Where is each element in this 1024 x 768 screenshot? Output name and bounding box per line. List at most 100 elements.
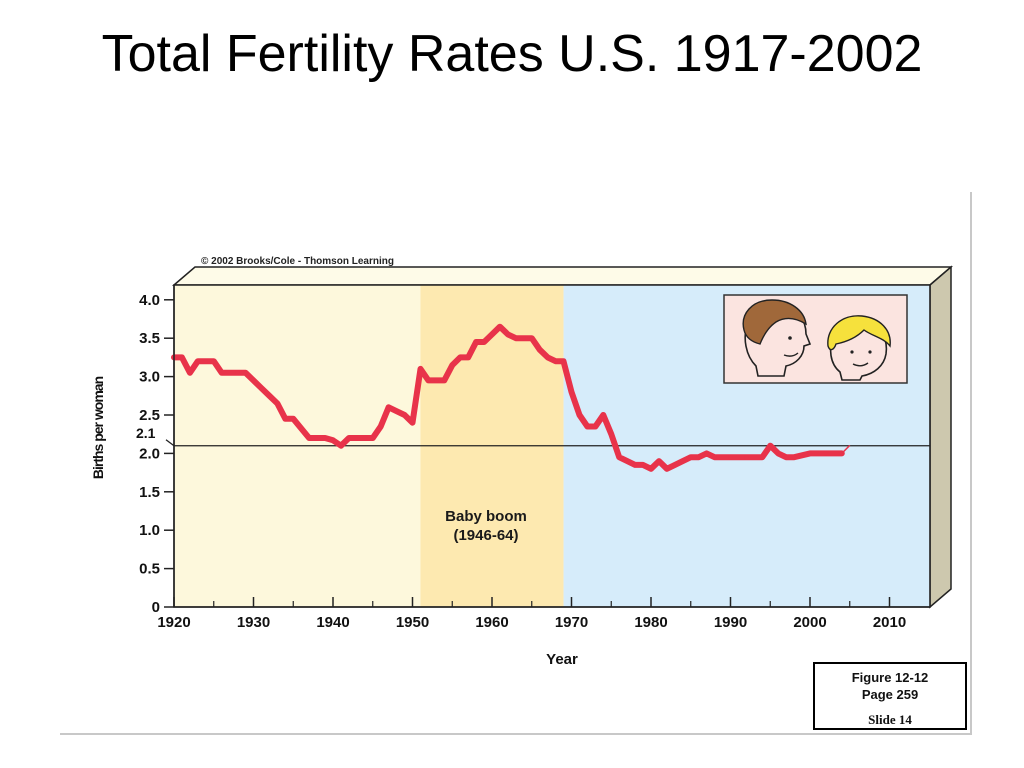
fertility-data-point	[481, 339, 487, 345]
x-tick-label: 2000	[793, 614, 826, 631]
x-tick-label: 1980	[634, 614, 667, 631]
y-tick-label: 2.5	[139, 407, 160, 424]
fertility-data-point	[553, 359, 558, 364]
fertility-data-point	[744, 455, 749, 460]
fertility-data-point	[823, 451, 829, 456]
fertility-data-point	[434, 378, 439, 383]
slide-number: Slide 14	[868, 712, 912, 727]
y-tick-label: 4.0	[139, 292, 160, 309]
replacement-level-leader	[165, 439, 175, 447]
chart-frame-top-face	[171, 266, 954, 286]
fertility-data-point	[712, 455, 717, 460]
fertility-data-point	[187, 370, 193, 375]
fertility-data-point	[577, 412, 582, 418]
page-number: Page 259	[861, 687, 919, 702]
fertility-data-point	[450, 362, 455, 368]
y-tick-label: 1.0	[139, 522, 160, 539]
fertility-data-point	[656, 458, 662, 464]
fertility-data-point	[203, 359, 208, 364]
fertility-data-point	[386, 405, 391, 410]
y-tick-label: 3.0	[139, 369, 160, 386]
y-tick-label: 0.5	[139, 561, 160, 578]
x-tick-label: 1930	[237, 614, 270, 631]
fertility-data-point	[394, 408, 399, 414]
boy-face-icon	[742, 299, 812, 377]
fertility-data-point	[473, 339, 479, 345]
x-tick-label: 1940	[316, 614, 349, 631]
fertility-data-point	[195, 359, 201, 364]
y-axis-label: Births per woman	[90, 376, 106, 479]
fertility-data-point	[346, 435, 352, 441]
fertility-data-point	[791, 455, 797, 460]
series-end-tick	[841, 444, 851, 454]
fertility-data-point	[322, 435, 328, 441]
x-tick-label: 1990	[714, 614, 747, 631]
fertility-data-point	[632, 462, 638, 468]
figure-number: Figure 12-12	[851, 670, 929, 685]
fertility-data-point	[497, 324, 503, 329]
fertility-data-point	[458, 355, 463, 360]
fertility-data-point	[362, 435, 367, 441]
baby-boom-label-line-1: Baby boom	[445, 508, 527, 525]
fertility-data-point	[521, 336, 526, 341]
fertility-data-point	[442, 378, 447, 383]
x-tick-label: 1920	[157, 614, 190, 631]
fertility-data-point	[672, 462, 678, 468]
fertility-data-point	[760, 455, 765, 460]
fertility-data-point	[378, 424, 383, 429]
x-axis-label: Year	[546, 651, 578, 668]
fertility-data-point	[179, 355, 185, 360]
fertility-data-point	[338, 443, 344, 448]
x-tick-label: 2010	[873, 614, 906, 631]
fertility-data-point	[545, 355, 550, 360]
figure-caption-box: Figure 12-12 Page 259 Slide 14	[813, 662, 967, 730]
fertility-data-point	[219, 370, 224, 375]
fertility-data-point	[768, 443, 773, 448]
fertility-data-point	[585, 424, 590, 429]
family-faces-illustration	[723, 294, 908, 384]
fertility-data-point	[211, 359, 216, 364]
y-tick-label: 3.5	[139, 330, 160, 347]
fertility-data-point	[465, 355, 471, 360]
fertility-data-point	[704, 451, 709, 456]
fertility-data-point	[267, 393, 272, 398]
fertility-data-point	[807, 451, 813, 456]
fertility-data-point	[426, 378, 431, 383]
fertility-data-point	[561, 359, 566, 364]
fertility-data-point	[418, 366, 423, 372]
x-tick-label: 1950	[396, 614, 429, 631]
fertility-data-point	[489, 332, 495, 337]
fertility-data-point	[617, 455, 622, 460]
fertility-data-point	[243, 370, 248, 375]
fertility-data-point	[410, 420, 415, 425]
x-tick-label: 1970	[555, 614, 588, 631]
reference-line-label: 2.1	[136, 425, 156, 441]
y-tick-label: 1.5	[139, 484, 160, 501]
girl-face-icon	[827, 315, 891, 381]
fertility-data-point	[609, 432, 614, 437]
frame-right-border	[970, 192, 972, 734]
fertility-data-point	[370, 435, 375, 441]
fertility-data-point	[306, 435, 312, 441]
fertility-data-point	[640, 462, 646, 468]
fertility-data-point	[601, 412, 606, 418]
fertility-data-point	[505, 332, 511, 337]
fertility-data-point	[624, 458, 630, 464]
fertility-data-point	[648, 466, 654, 471]
fertility-data-point	[513, 336, 519, 341]
fertility-data-point	[776, 451, 781, 456]
fertility-data-point	[275, 401, 280, 406]
fertility-data-point	[235, 370, 240, 375]
fertility-data-point	[696, 455, 701, 460]
fertility-data-point	[688, 455, 693, 460]
fertility-data-point	[728, 455, 733, 460]
fertility-data-point	[291, 416, 296, 422]
y-tick-label: 0	[152, 599, 160, 616]
x-tick-label: 1960	[475, 614, 508, 631]
fertility-data-point	[664, 466, 670, 471]
slide-title: Total Fertility Rates U.S. 1917-2002	[101, 25, 923, 83]
fertility-data-point	[783, 455, 789, 460]
fertility-data-point	[259, 385, 264, 391]
fertility-data-point	[569, 389, 574, 395]
